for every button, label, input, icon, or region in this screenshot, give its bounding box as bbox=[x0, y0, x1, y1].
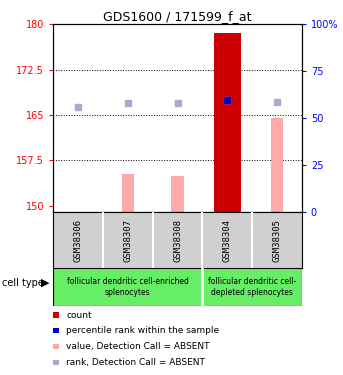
Bar bbox=[53, 268, 202, 306]
Title: GDS1600 / 171599_f_at: GDS1600 / 171599_f_at bbox=[103, 10, 252, 23]
Text: GSM38305: GSM38305 bbox=[272, 219, 282, 261]
Bar bbox=[214, 33, 241, 212]
Point bbox=[175, 100, 180, 106]
Text: GSM38304: GSM38304 bbox=[223, 219, 232, 261]
Text: GSM38306: GSM38306 bbox=[73, 219, 83, 261]
Bar bbox=[202, 268, 302, 306]
Bar bbox=[271, 118, 283, 212]
Text: GSM38307: GSM38307 bbox=[123, 219, 132, 261]
Point bbox=[125, 100, 130, 106]
Bar bbox=[172, 176, 184, 212]
Text: GSM38308: GSM38308 bbox=[173, 219, 182, 261]
Point bbox=[224, 97, 230, 103]
Text: count: count bbox=[66, 310, 92, 320]
Text: ▶: ▶ bbox=[40, 278, 49, 288]
Text: follicular dendritic cell-
depleted splenocytes: follicular dendritic cell- depleted sple… bbox=[208, 277, 296, 297]
Text: follicular dendritic cell-enriched
splenocytes: follicular dendritic cell-enriched splen… bbox=[67, 277, 189, 297]
Text: rank, Detection Call = ABSENT: rank, Detection Call = ABSENT bbox=[66, 358, 205, 367]
Point bbox=[224, 97, 230, 103]
Text: cell type: cell type bbox=[2, 278, 44, 288]
Point bbox=[274, 99, 280, 105]
Text: percentile rank within the sample: percentile rank within the sample bbox=[66, 326, 219, 335]
Bar bbox=[122, 174, 134, 212]
Point bbox=[75, 104, 81, 110]
Text: value, Detection Call = ABSENT: value, Detection Call = ABSENT bbox=[66, 342, 210, 351]
